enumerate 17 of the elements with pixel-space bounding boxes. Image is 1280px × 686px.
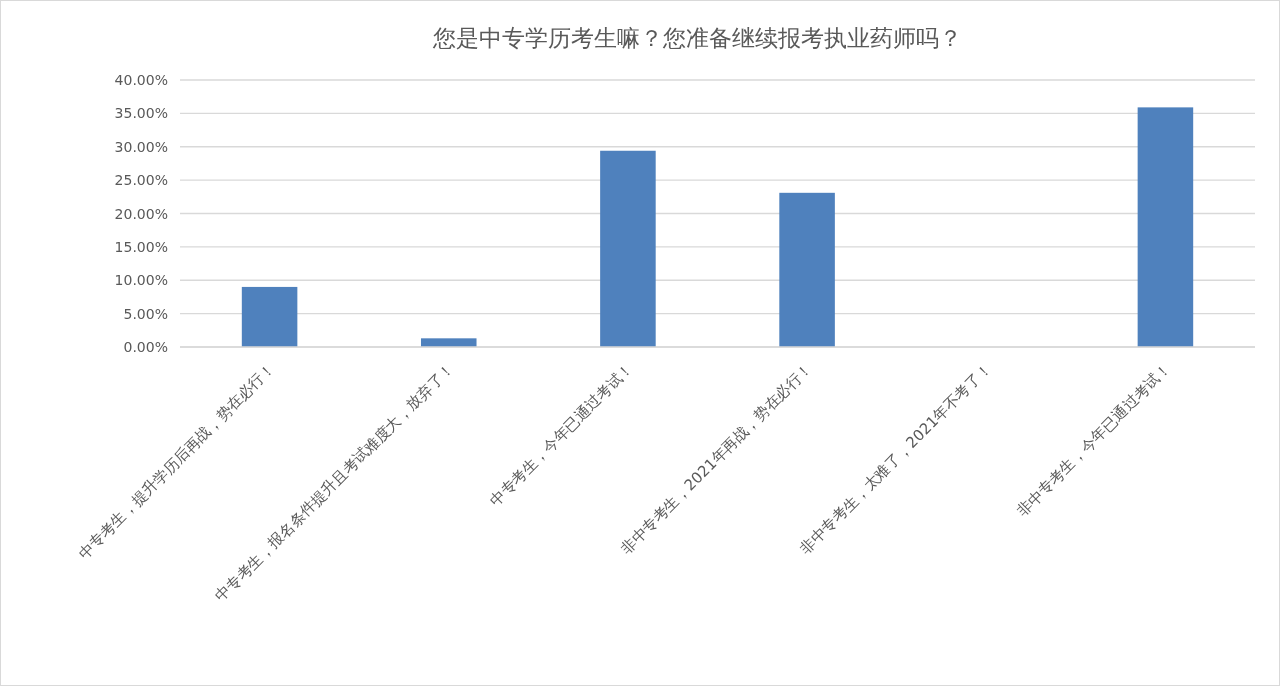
y-tick-label: 40.00%: [114, 72, 168, 88]
y-tick-label: 30.00%: [114, 138, 168, 155]
bar: [420, 338, 477, 347]
bar: [1137, 107, 1194, 347]
y-tick-label: 25.00%: [114, 172, 168, 189]
y-tick-label: 35.00%: [114, 105, 168, 122]
bar: [779, 192, 835, 347]
y-tick-label: 10.00%: [114, 272, 168, 289]
x-tick-label: 中专考生，今年已通过考试！: [486, 359, 637, 510]
bar: [241, 286, 298, 347]
y-tick-label: 20.00%: [114, 205, 168, 222]
chart-title: 您是中专学历考生嘛？您准备继续报考执业药师吗？: [432, 25, 962, 51]
y-tick-label: 0.00%: [123, 339, 168, 355]
x-tick-label: 非中专考生，今年已通过考试！: [1013, 359, 1175, 521]
y-tick-label: 5.00%: [123, 305, 168, 322]
y-tick-label: 15.00%: [114, 238, 168, 255]
bar: [600, 150, 656, 347]
